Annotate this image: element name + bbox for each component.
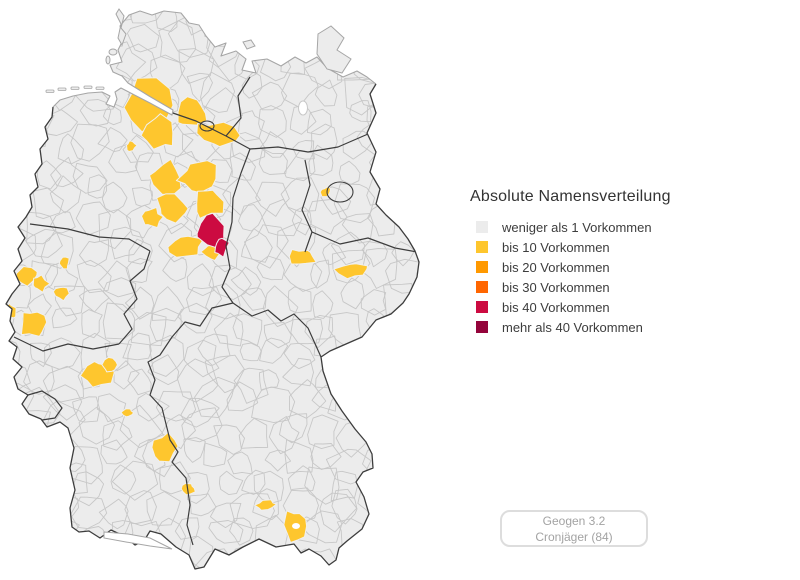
- district-shape[interactable]: [140, 113, 174, 150]
- state-borders: [13, 76, 418, 546]
- legend-item: bis 40 Vorkommen: [470, 297, 710, 317]
- legend-item-label: bis 20 Vorkommen: [502, 259, 610, 275]
- legend-items: weniger als 1 Vorkommen bis 10 Vorkommen b…: [470, 217, 710, 337]
- surname-count-label: Cronjäger (84): [535, 530, 613, 544]
- legend-swatch: [476, 321, 488, 333]
- district-shape[interactable]: [196, 121, 241, 148]
- district-shape[interactable]: [58, 256, 70, 270]
- legend-swatch: [476, 221, 488, 233]
- legend-item: bis 30 Vorkommen: [470, 277, 710, 297]
- district-shape[interactable]: [20, 311, 48, 337]
- legend-item: mehr als 40 Vorkommen: [470, 317, 710, 337]
- district-shape[interactable]: [196, 189, 225, 219]
- islands: [45, 8, 352, 93]
- district-shape[interactable]: [151, 431, 179, 463]
- district-shape[interactable]: [126, 140, 138, 152]
- legend-swatch: [476, 261, 488, 273]
- geogen-version-box: Geogen 3.2 Cronjäger (84): [500, 510, 648, 547]
- legend-swatch: [476, 301, 488, 313]
- legend-item: bis 10 Vorkommen: [470, 237, 710, 257]
- legend-item-label: bis 10 Vorkommen: [502, 239, 610, 255]
- highlighted-districts[interactable]: [3, 77, 369, 543]
- district-shape[interactable]: [254, 499, 278, 511]
- legend-item: bis 20 Vorkommen: [470, 257, 710, 277]
- geogen-version-label: Geogen 3.2: [542, 514, 606, 528]
- district-shape[interactable]: [149, 158, 182, 196]
- district-shape[interactable]: [333, 263, 369, 280]
- district-shape[interactable]: [120, 408, 135, 418]
- legend-swatch: [476, 281, 488, 293]
- legend-item-label: mehr als 40 Vorkommen: [502, 319, 643, 335]
- country-outline: [5, 10, 420, 570]
- district-shape[interactable]: [214, 237, 230, 258]
- lakes: [103, 100, 308, 550]
- district-shape[interactable]: [156, 193, 189, 224]
- district-shape[interactable]: [288, 249, 317, 265]
- district-shape[interactable]: [141, 206, 164, 229]
- legend: Absolute Namensverteilung weniger als 1 …: [470, 188, 710, 337]
- district-shape[interactable]: [32, 274, 51, 293]
- legend-item-label: weniger als 1 Vorkommen: [502, 219, 652, 235]
- district-shape[interactable]: [101, 356, 118, 373]
- legend-title: Absolute Namensverteilung: [470, 188, 671, 205]
- legend-item: weniger als 1 Vorkommen: [470, 217, 710, 237]
- district-shape[interactable]: [180, 482, 196, 496]
- district-shape[interactable]: [52, 286, 70, 302]
- district-shape[interactable]: [167, 235, 205, 258]
- legend-item-label: bis 40 Vorkommen: [502, 299, 610, 315]
- legend-item-label: bis 30 Vorkommen: [502, 279, 610, 295]
- legend-swatch: [476, 241, 488, 253]
